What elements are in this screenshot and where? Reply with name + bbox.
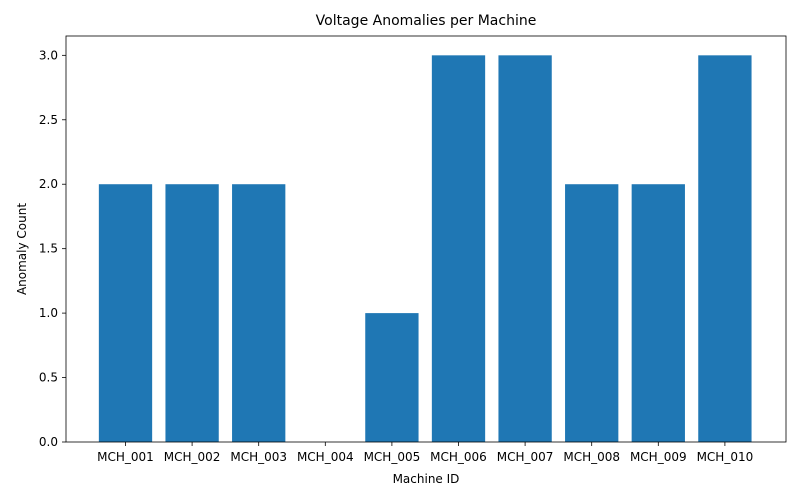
bar-mch-005 bbox=[365, 313, 419, 442]
bars-group bbox=[98, 55, 752, 442]
x-ticks-group: MCH_001 MCH_002 MCH_003 MCH_004 MCH_005 MCH_0… bbox=[97, 442, 753, 464]
bar-mch-010 bbox=[698, 55, 752, 442]
bar-mch-007 bbox=[498, 55, 552, 442]
bar-mch-002 bbox=[165, 184, 219, 442]
x-tick-label: MCH_005 bbox=[364, 450, 421, 464]
x-axis-label: Machine ID bbox=[393, 472, 460, 486]
x-tick-label: MCH_002 bbox=[164, 450, 221, 464]
y-tick-label: 1.0 bbox=[39, 306, 58, 320]
x-tick-label: MCH_001 bbox=[97, 450, 154, 464]
x-tick-label: MCH_003 bbox=[230, 450, 287, 464]
chart-title: Voltage Anomalies per Machine bbox=[316, 13, 537, 29]
y-tick-label: 3.0 bbox=[39, 48, 58, 62]
y-tick-label: 2.5 bbox=[39, 113, 58, 127]
x-tick-label: MCH_007 bbox=[497, 450, 554, 464]
x-tick-label: MCH_009 bbox=[630, 450, 687, 464]
y-axis-label: Anomaly Count bbox=[15, 203, 29, 295]
y-tick-label: 0.5 bbox=[39, 371, 58, 385]
y-tick-label: 0.0 bbox=[39, 435, 58, 449]
x-tick-label: MCH_008 bbox=[563, 450, 620, 464]
x-tick-label: MCH_004 bbox=[297, 450, 354, 464]
y-ticks-group: 0.0 0.5 1.0 1.5 2.0 2.5 3.0 bbox=[39, 48, 66, 449]
bar-mch-009 bbox=[631, 184, 685, 442]
bar-mch-003 bbox=[232, 184, 286, 442]
bar-mch-006 bbox=[431, 55, 486, 442]
x-tick-label: MCH_006 bbox=[430, 450, 487, 464]
x-tick-label: MCH_010 bbox=[697, 450, 754, 464]
y-tick-label: 1.5 bbox=[39, 242, 58, 256]
bar-mch-008 bbox=[565, 184, 619, 442]
bar-mch-001 bbox=[98, 184, 153, 442]
y-tick-label: 2.0 bbox=[39, 177, 58, 191]
plot-frame bbox=[65, 35, 787, 443]
